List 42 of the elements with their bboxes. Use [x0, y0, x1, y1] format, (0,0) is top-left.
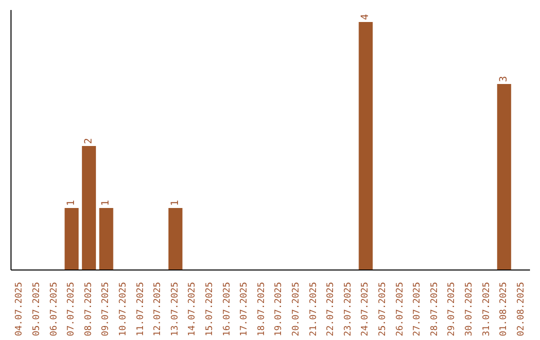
x-tick-label: 27.07.2025 — [412, 282, 423, 336]
x-tick-label: 24.07.2025 — [360, 282, 371, 336]
x-tick-label: 04.07.2025 — [14, 282, 25, 336]
bar — [358, 22, 373, 270]
x-tick-label: 09.07.2025 — [101, 282, 112, 336]
x-tick-label: 17.07.2025 — [240, 282, 250, 336]
bar — [64, 208, 79, 270]
x-tick-label: 31.07.2025 — [482, 282, 492, 336]
x-tick-label: 26.07.2025 — [395, 282, 406, 336]
x-tick-label: 05.07.2025 — [32, 282, 42, 336]
x-tick-label: 15.07.2025 — [204, 282, 215, 336]
x-tick-label: 13.07.2025 — [170, 282, 180, 336]
data-label: 1 — [170, 200, 181, 206]
x-tick-label: 28.07.2025 — [430, 282, 440, 336]
x-tick-label: 06.07.2025 — [49, 282, 60, 336]
bar — [168, 208, 182, 270]
x-tick-label: 10.07.2025 — [118, 282, 128, 336]
x-tick-label: 18.07.2025 — [256, 282, 267, 336]
x-tick-label: 01.08.2025 — [499, 282, 510, 336]
bar — [99, 208, 114, 270]
x-tick-label: 23.07.2025 — [343, 282, 354, 336]
x-tick-label: 12.07.2025 — [153, 282, 164, 336]
x-tick-label: 11.07.2025 — [136, 282, 146, 336]
x-tick-label: 08.07.2025 — [84, 282, 94, 336]
x-tick-label: 19.07.2025 — [274, 282, 284, 336]
data-label: 2 — [83, 138, 94, 144]
bar — [82, 146, 96, 270]
x-tick-label: 30.07.2025 — [464, 282, 474, 336]
x-tick-label: 14.07.2025 — [188, 282, 198, 336]
data-label: 1 — [66, 200, 78, 206]
data-label: 3 — [498, 76, 510, 82]
data-label: 1 — [100, 200, 112, 206]
x-tick-label: 20.07.2025 — [291, 282, 302, 336]
x-tick-label: 16.07.2025 — [222, 282, 232, 336]
x-tick-label: 22.07.2025 — [326, 282, 336, 336]
bar — [497, 84, 512, 270]
x-tick-label: 07.07.2025 — [66, 282, 77, 336]
data-label: 4 — [360, 14, 372, 20]
x-tick-label: 02.08.2025 — [516, 282, 526, 336]
x-tick-label: 25.07.2025 — [378, 282, 388, 336]
x-tick-label: 21.07.2025 — [308, 282, 319, 336]
x-tick-label: 29.07.2025 — [447, 282, 458, 336]
